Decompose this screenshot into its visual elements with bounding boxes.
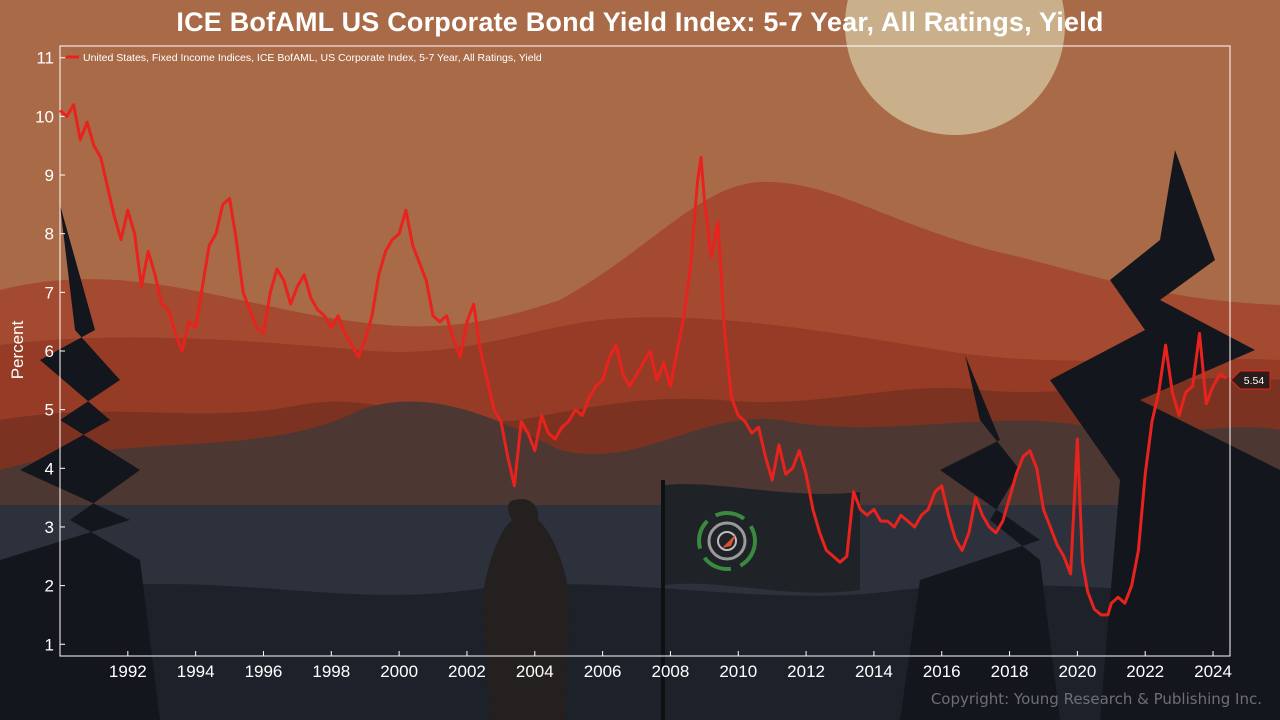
y-tick-label: 3 (45, 518, 54, 537)
y-tick-label: 9 (45, 166, 54, 185)
y-tick-label: 10 (35, 107, 54, 126)
chart-title: ICE BofAML US Corporate Bond Yield Index… (176, 7, 1104, 37)
x-tick-label: 2024 (1194, 662, 1232, 681)
y-tick-label: 7 (45, 283, 54, 302)
series-line-0 (59, 103, 1228, 617)
x-tick-label: 2016 (923, 662, 961, 681)
y-tick-label: 8 (45, 225, 54, 244)
legend: United States, Fixed Income Indices, ICE… (66, 52, 542, 64)
y-tick-label: 4 (45, 459, 54, 478)
x-tick-label: 2012 (787, 662, 825, 681)
x-tick-label: 2000 (380, 662, 418, 681)
x-tick-label: 2008 (652, 662, 690, 681)
x-tick-label: 2014 (855, 662, 893, 681)
last-value-label: 5.54 (1244, 375, 1265, 387)
x-tick-label: 1992 (109, 662, 147, 681)
plot-frame (59, 45, 1231, 657)
y-tick-label: 11 (36, 49, 54, 68)
x-tick-label: 2006 (584, 662, 622, 681)
y-axis: 1 2 3 4 5 6 7 8 9 10 11 (35, 49, 65, 654)
y-tick-label: 1 (45, 635, 54, 654)
y-tick-label: 2 (45, 577, 54, 596)
x-tick-label: 2022 (1126, 662, 1164, 681)
legend-label: United States, Fixed Income Indices, ICE… (83, 52, 542, 64)
copyright-text: Copyright: Young Research & Publishing I… (930, 690, 1262, 708)
y-axis-label: Percent (8, 320, 27, 380)
series-layer (59, 103, 1228, 617)
x-axis: 1992 1994 1996 1998 2000 2002 2004 2006 2008 2010… (109, 651, 1232, 681)
last-value-badge: 5.54 (1230, 370, 1271, 390)
x-tick-label: 2004 (516, 662, 554, 681)
x-tick-label: 2002 (448, 662, 486, 681)
x-tick-label: 1994 (177, 662, 215, 681)
x-tick-label: 1996 (245, 662, 283, 681)
x-tick-label: 1998 (312, 662, 350, 681)
x-tick-label: 2018 (991, 662, 1029, 681)
x-tick-label: 2020 (1058, 662, 1096, 681)
y-tick-label: 5 (45, 401, 54, 420)
y-tick-label: 6 (45, 342, 54, 361)
x-tick-label: 2010 (719, 662, 757, 681)
